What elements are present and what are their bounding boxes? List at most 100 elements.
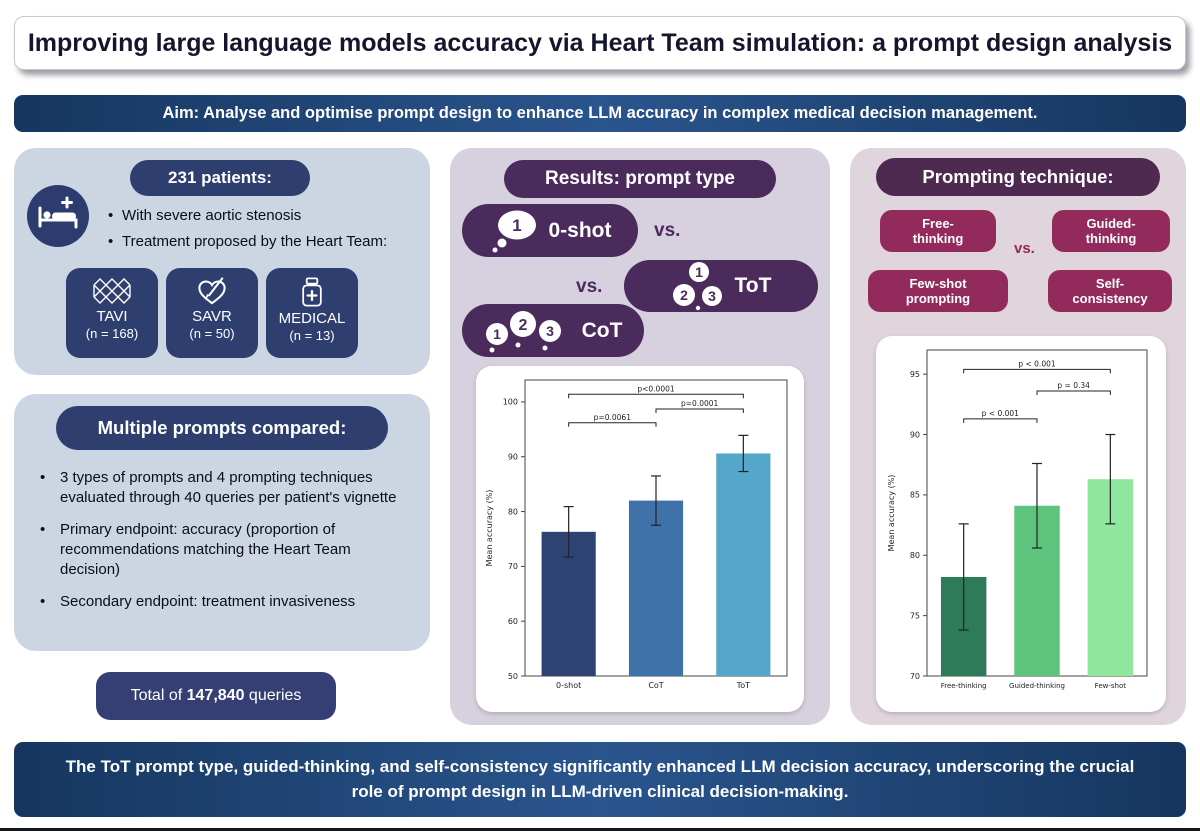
patient-bed-icon (26, 184, 90, 248)
total-queries-pill: Total of 147,840 queries (96, 672, 336, 720)
technique-chart-card: 70 75 80 85 90 95 Free-thinking Guided-thinking… (876, 336, 1166, 712)
svg-text:Free-thinking: Free-thinking (941, 682, 987, 690)
thought-bubble-icon: 1 (492, 210, 536, 252)
total-number: 147,840 (186, 687, 245, 704)
vs-text-2: vs. (576, 276, 603, 297)
aim-banner: Aim: Analyse and optimise prompt design … (14, 95, 1186, 132)
prompts-header-pill: Multiple prompts compared: (56, 406, 388, 450)
svg-text:p<0.0001: p<0.0001 (637, 384, 675, 393)
prompts-bullet-primary: Primary endpoint: accuracy (proportion o… (34, 520, 408, 580)
svg-text:85: 85 (910, 490, 920, 499)
treatment-count: (n = 13) (289, 328, 335, 343)
svg-text:100: 100 (503, 397, 518, 406)
patients-bullet-stenosis: With severe aortic stenosis (106, 206, 426, 225)
cot-label: CoT (581, 318, 623, 342)
bottom-border-line (0, 828, 1200, 831)
page-title: Improving large language models accuracy… (27, 28, 1173, 57)
patients-header-pill: 231 patients: (130, 160, 310, 196)
svg-text:50: 50 (508, 671, 518, 680)
patients-panel: 231 patients: With severe aortic stenosi… (14, 148, 430, 375)
svg-text:90: 90 (508, 452, 518, 461)
svg-text:80: 80 (910, 551, 920, 560)
zero-shot-label: 0-shot (548, 218, 612, 242)
treatment-card-savr: SAVR (n = 50) (166, 268, 258, 358)
prompts-compared-panel: Multiple prompts compared: 3 types of pr… (14, 394, 430, 651)
pill-line: thinking (1085, 231, 1137, 246)
pill-line: consistency (1072, 291, 1148, 306)
svg-text:ToT: ToT (736, 681, 750, 690)
svg-text:Mean accuracy (%): Mean accuracy (%) (485, 489, 494, 566)
bubble-number: 1 (695, 264, 703, 280)
bubble-number: 2 (680, 287, 688, 303)
treatment-count: (n = 50) (189, 326, 235, 341)
heart-scalpel-icon (198, 277, 226, 305)
conclusion-text: The ToT prompt type, guided-thinking, an… (65, 756, 1135, 801)
treatment-name: SAVR (192, 308, 232, 325)
prompt-type-chart: 50 60 70 80 90 100 0-shot CoT ToT p=0.0061 p=0.000… (481, 372, 799, 707)
prompts-bullet-secondary: Secondary endpoint: treatment invasivene… (34, 592, 408, 612)
treatment-name: MEDICAL (278, 310, 346, 327)
vs-text-1: vs. (654, 220, 681, 241)
chain-of-thought-icon: 1 2 3 (485, 310, 561, 352)
svg-text:CoT: CoT (648, 681, 663, 690)
results-header: Results: prompt type (544, 168, 736, 189)
prompts-bullet-types: 3 types of prompts and 4 prompting techn… (34, 468, 408, 508)
svg-text:Guided-thinking: Guided-thinking (1009, 682, 1065, 690)
svg-text:80: 80 (508, 507, 518, 516)
bubble-number: 3 (708, 288, 716, 304)
prompts-bullet-list: 3 types of prompts and 4 prompting techn… (34, 468, 408, 624)
treatment-card-tavi: TAVI (n = 168) (66, 268, 158, 358)
pill-line: Guided- (1086, 216, 1136, 231)
self-consistency-pill: Self- consistency (1048, 270, 1172, 312)
treatment-name: TAVI (96, 308, 128, 325)
prompt-type-chart-card: 50 60 70 80 90 100 0-shot CoT ToT p=0.0061 p=0.000… (476, 366, 804, 712)
treatment-card-medical: MEDICAL (n = 13) (266, 268, 358, 358)
svg-text:60: 60 (508, 616, 518, 625)
svg-text:p=0.0061: p=0.0061 (594, 412, 632, 421)
svg-text:90: 90 (910, 430, 920, 439)
bubble-number: 3 (546, 323, 554, 339)
pill-line: prompting (905, 291, 971, 306)
svg-text:p=0.0001: p=0.0001 (681, 399, 719, 408)
guided-thinking-pill: Guided- thinking (1052, 210, 1170, 252)
bubble-number: 2 (518, 317, 527, 334)
pill-line: Self- (1095, 276, 1125, 291)
tot-pill: 1 2 3 ToT (624, 260, 818, 312)
svg-text:70: 70 (910, 671, 920, 680)
prompting-technique-panel: Prompting technique: Free- thinking Guid… (850, 148, 1186, 725)
results-prompt-type-panel: Results: prompt type 1 0-shot vs. vs. 1 … (450, 148, 830, 725)
tree-of-thought-icon: 1 2 3 (672, 262, 722, 311)
technique-header: Prompting technique: (922, 166, 1114, 187)
bubble-number: 1 (493, 326, 501, 342)
pill-line: thinking (912, 231, 964, 246)
tot-label: ToT (734, 274, 772, 297)
svg-text:Few-shot: Few-shot (1095, 682, 1127, 690)
svg-text:Mean accuracy (%): Mean accuracy (%) (887, 474, 896, 551)
svg-text:95: 95 (910, 369, 920, 378)
bubble-number: 1 (512, 216, 521, 235)
results-header-pill: Results: prompt type (504, 160, 776, 198)
svg-text:p = 0.34: p = 0.34 (1057, 381, 1090, 390)
title-box: Improving large language models accuracy… (14, 16, 1186, 70)
few-shot-pill: Few-shot prompting (868, 270, 1008, 312)
vs-text-3: vs. (1014, 240, 1035, 257)
zero-shot-pill: 1 0-shot (462, 204, 638, 257)
medicine-bottle-icon (302, 277, 322, 307)
cot-pill: 1 2 3 CoT (462, 304, 644, 357)
patients-header: 231 patients: (168, 168, 272, 187)
free-thinking-pill: Free- thinking (880, 210, 996, 252)
svg-text:75: 75 (910, 611, 920, 620)
treatment-count: (n = 168) (85, 326, 139, 341)
total-prefix: Total of (130, 687, 183, 704)
aim-text: Aim: Analyse and optimise prompt design … (162, 104, 1038, 122)
patients-bullet-list: With severe aortic stenosis Treatment pr… (106, 206, 426, 258)
patients-bullet-treatment: Treatment proposed by the Heart Team: (106, 232, 426, 251)
svg-text:p < 0.001: p < 0.001 (982, 408, 1020, 417)
pill-line: Few-shot (909, 276, 967, 291)
stent-icon (93, 278, 131, 304)
total-suffix: queries (248, 687, 302, 704)
technique-header-pill: Prompting technique: (876, 158, 1160, 196)
conclusion-banner: The ToT prompt type, guided-thinking, an… (14, 742, 1186, 817)
svg-text:70: 70 (508, 562, 518, 571)
